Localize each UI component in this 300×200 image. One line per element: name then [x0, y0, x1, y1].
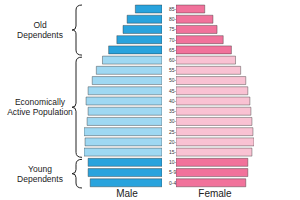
- svg-text:25-29: 25-29: [169, 129, 176, 135]
- svg-text:35-39: 35-39: [169, 108, 176, 114]
- svg-text:60-64: 60-64: [169, 57, 176, 63]
- svg-text:EconomicallyActive Population: EconomicallyActive Population: [8, 97, 73, 117]
- svg-text:50-54: 50-54: [169, 77, 176, 83]
- svg-text:80-84: 80-84: [169, 16, 176, 22]
- svg-text:5-9: 5-9: [169, 169, 176, 175]
- svg-text:30-34: 30-34: [169, 118, 176, 124]
- svg-text:75-79: 75-79: [169, 26, 176, 32]
- svg-text:10-14: 10-14: [169, 159, 176, 165]
- svg-text:45-49: 45-49: [169, 88, 176, 94]
- svg-text:40-44: 40-44: [169, 98, 176, 104]
- svg-text:OldDependents: OldDependents: [17, 20, 63, 40]
- svg-text:20-24: 20-24: [169, 139, 176, 145]
- svg-text:Female: Female: [198, 188, 232, 199]
- svg-text:15-19: 15-19: [169, 149, 176, 155]
- svg-text:85-89: 85-89: [169, 6, 176, 12]
- svg-text:YoungDependents: YoungDependents: [17, 164, 63, 184]
- svg-text:Male: Male: [116, 188, 138, 199]
- svg-text:65-69: 65-69: [169, 47, 176, 53]
- svg-text:70-74: 70-74: [169, 37, 176, 43]
- svg-text:55-59: 55-59: [169, 67, 176, 73]
- svg-text:0-4: 0-4: [169, 180, 176, 186]
